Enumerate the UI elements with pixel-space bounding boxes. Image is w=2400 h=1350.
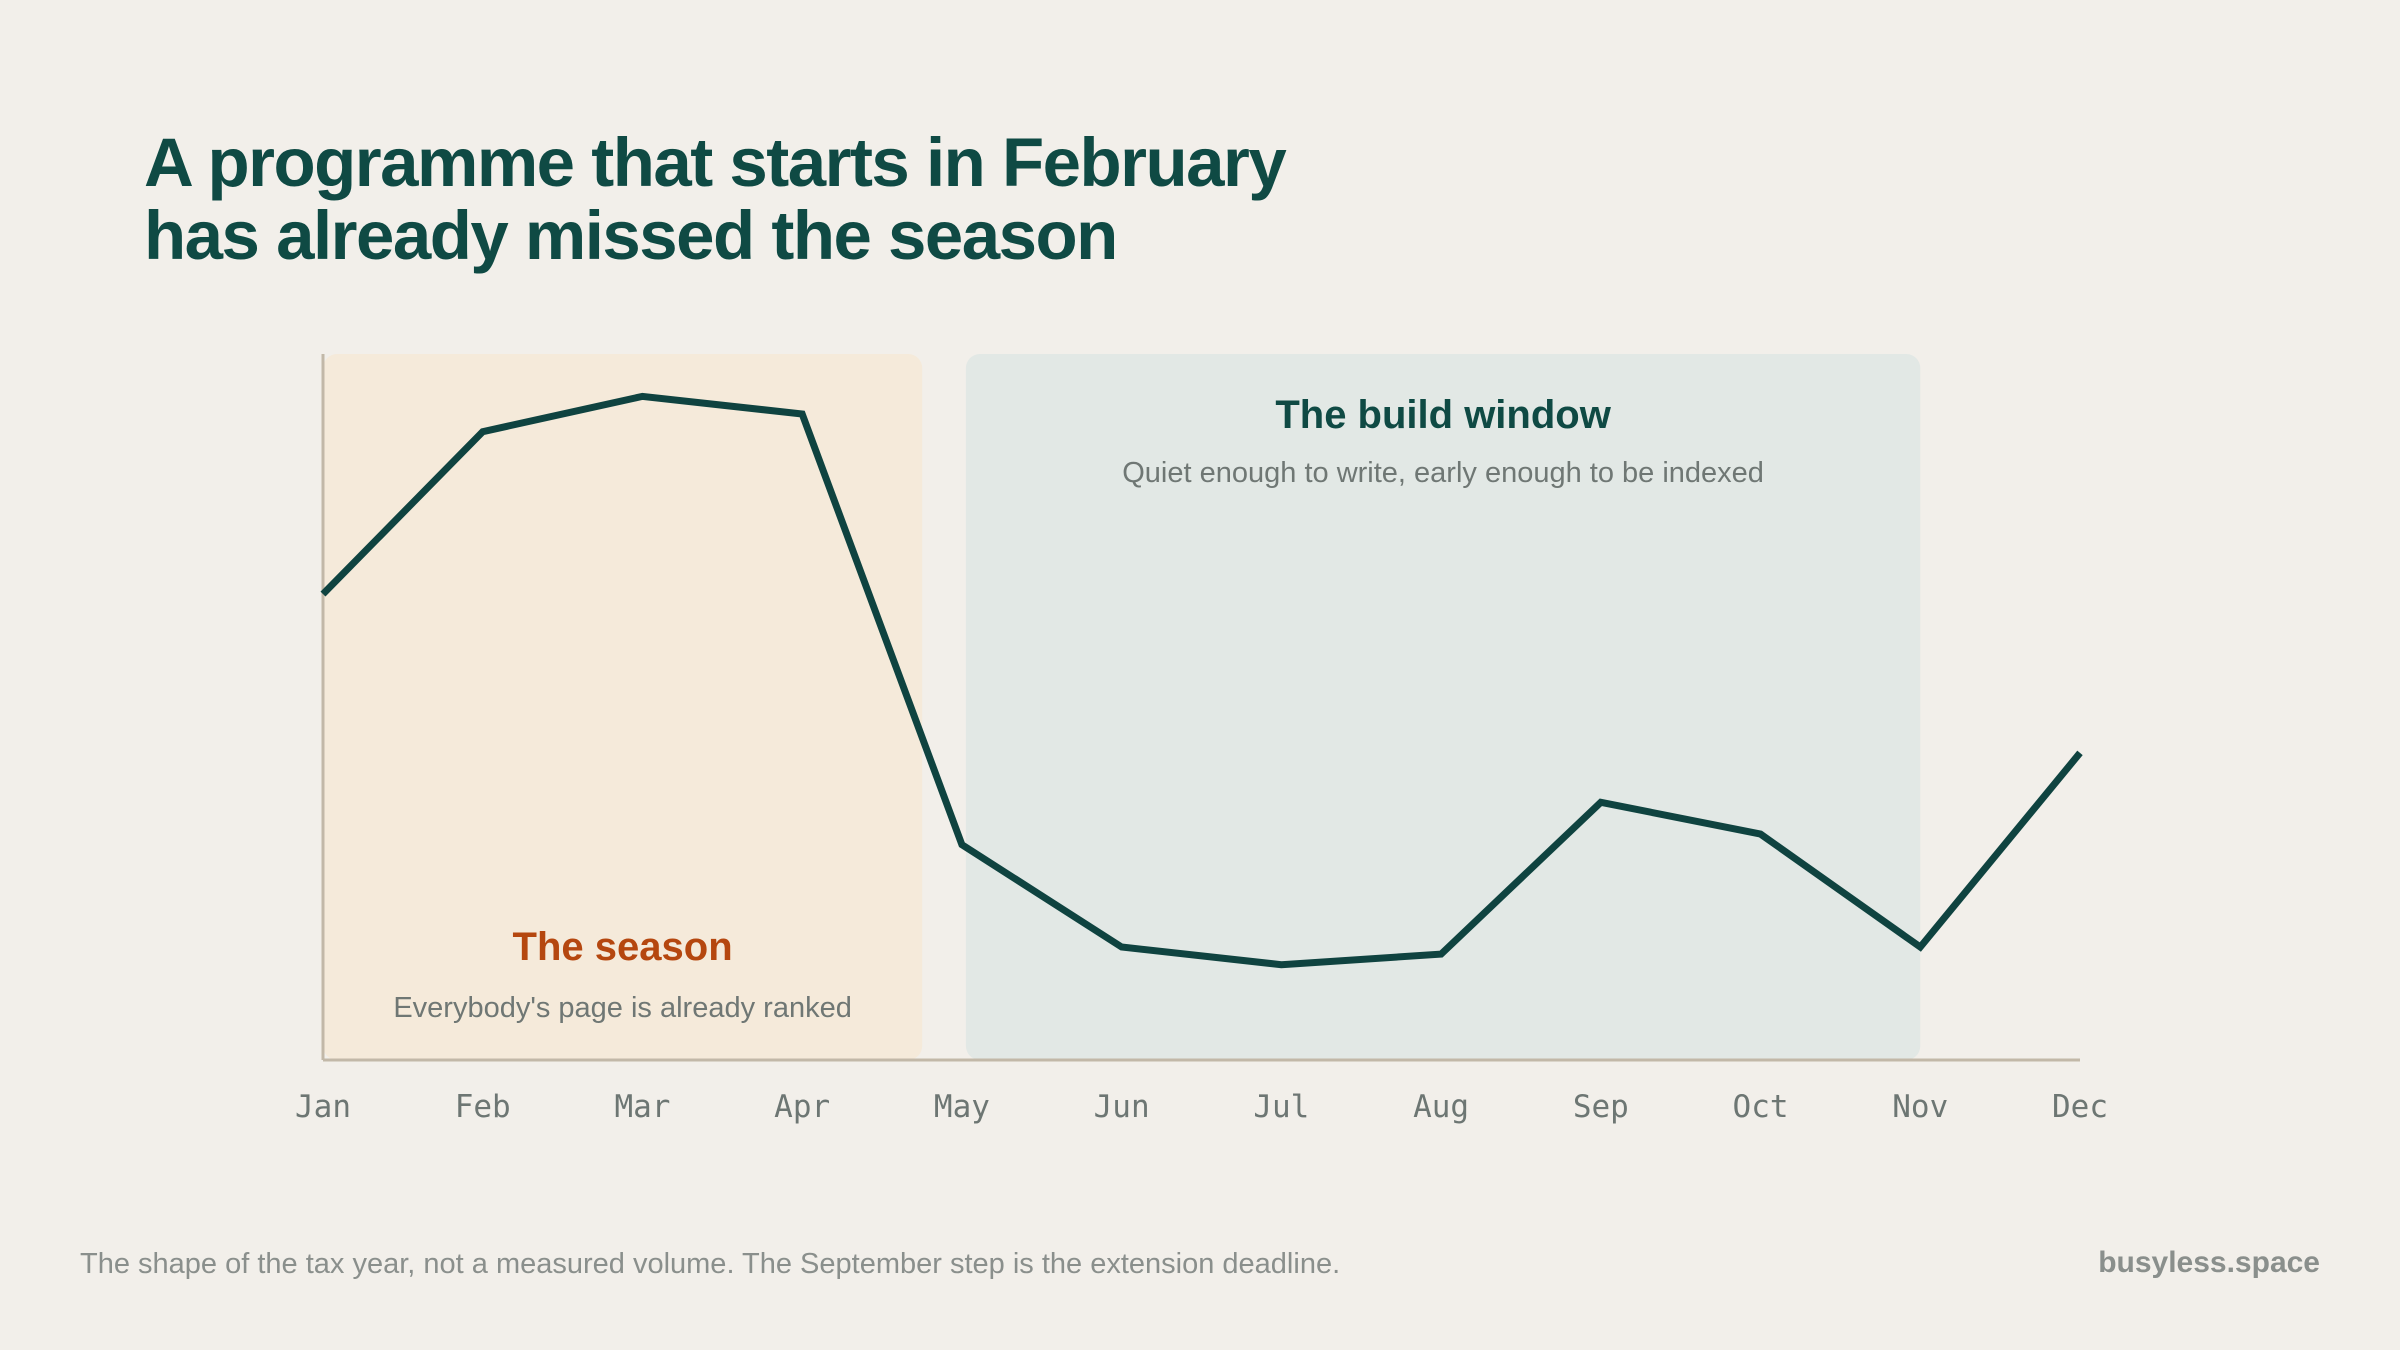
x-tick-labels: Jan Feb Mar Apr May Jun Jul Aug Sep Oct Nov Dec (295, 1089, 2108, 1125)
x-tick-jan: Jan (295, 1089, 351, 1125)
x-tick-mar: Mar (614, 1089, 670, 1125)
series-line (320, 392, 2083, 969)
x-tick-jul: Jul (1253, 1089, 1309, 1125)
x-tick-oct: Oct (1733, 1089, 1789, 1125)
x-tick-sep: Sep (1573, 1089, 1629, 1125)
region-season-sublabel: Everybody's page is already ranked (393, 992, 852, 1024)
chart-regions: The season Everybody's page is already ra… (323, 354, 1921, 1060)
chart-series (320, 392, 2083, 969)
footnote: The shape of the tax year, not a measure… (80, 1248, 1341, 1280)
brand-label: busyless.space (2098, 1246, 2320, 1279)
chart-axes (321, 354, 2080, 1062)
region-build-window: The build window Quiet enough to write, e… (965, 354, 1921, 1060)
region-season: The season Everybody's page is already ra… (323, 354, 923, 1060)
x-tick-aug: Aug (1413, 1089, 1469, 1125)
x-tick-feb: Feb (455, 1089, 511, 1125)
page-title: A programme that starts in February has … (144, 124, 1287, 274)
region-season-band (323, 354, 923, 1060)
title-line-1: A programme that starts in February (144, 124, 1287, 201)
x-tick-apr: Apr (774, 1089, 830, 1125)
title-line-2: has already missed the season (144, 197, 1118, 274)
x-tick-dec: Dec (2052, 1089, 2108, 1125)
x-tick-jun: Jun (1094, 1089, 1150, 1125)
region-build-window-sublabel: Quiet enough to write, early enough to b… (1122, 457, 1764, 489)
x-tick-nov: Nov (1892, 1089, 1948, 1125)
region-build-window-band (965, 354, 1921, 1060)
region-season-label: The season (513, 925, 733, 969)
region-build-window-label: The build window (1275, 393, 1611, 437)
x-tick-may: May (934, 1089, 990, 1125)
